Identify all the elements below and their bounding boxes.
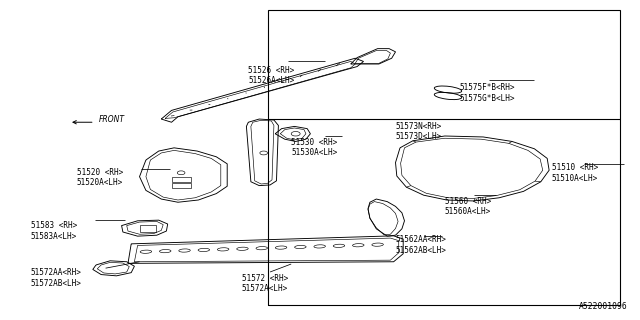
Text: 51520 <RH>
51520A<LH>: 51520 <RH> 51520A<LH>	[77, 168, 123, 188]
Text: 51510 <RH>
51510A<LH>: 51510 <RH> 51510A<LH>	[552, 163, 598, 183]
Text: 51575F*B<RH>
51575G*B<LH>: 51575F*B<RH> 51575G*B<LH>	[460, 83, 515, 103]
Bar	[140, 225, 156, 232]
Bar	[172, 183, 191, 188]
Bar	[172, 177, 191, 182]
Text: A522001096: A522001096	[579, 302, 627, 311]
Text: 51572 <RH>
51572A<LH>: 51572 <RH> 51572A<LH>	[242, 274, 288, 293]
Text: 51562AA<RH>
51562AB<LH>: 51562AA<RH> 51562AB<LH>	[396, 235, 446, 255]
Text: 51526 <RH>
51526A<LH>: 51526 <RH> 51526A<LH>	[248, 66, 294, 85]
Text: FRONT: FRONT	[99, 116, 125, 124]
Text: 51572AA<RH>
51572AB<LH>: 51572AA<RH> 51572AB<LH>	[31, 268, 81, 288]
Text: 51573N<RH>
51573D<LH>: 51573N<RH> 51573D<LH>	[396, 122, 442, 141]
Text: 51583 <RH>
51583A<LH>: 51583 <RH> 51583A<LH>	[31, 221, 77, 241]
Text: 51530 <RH>
51530A<LH>: 51530 <RH> 51530A<LH>	[291, 138, 337, 157]
Text: 51560 <RH>
51560A<LH>: 51560 <RH> 51560A<LH>	[445, 197, 491, 216]
